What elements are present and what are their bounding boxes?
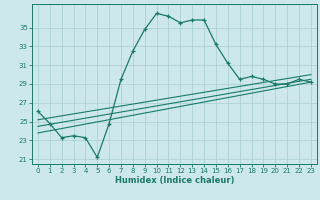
X-axis label: Humidex (Indice chaleur): Humidex (Indice chaleur) (115, 176, 234, 185)
